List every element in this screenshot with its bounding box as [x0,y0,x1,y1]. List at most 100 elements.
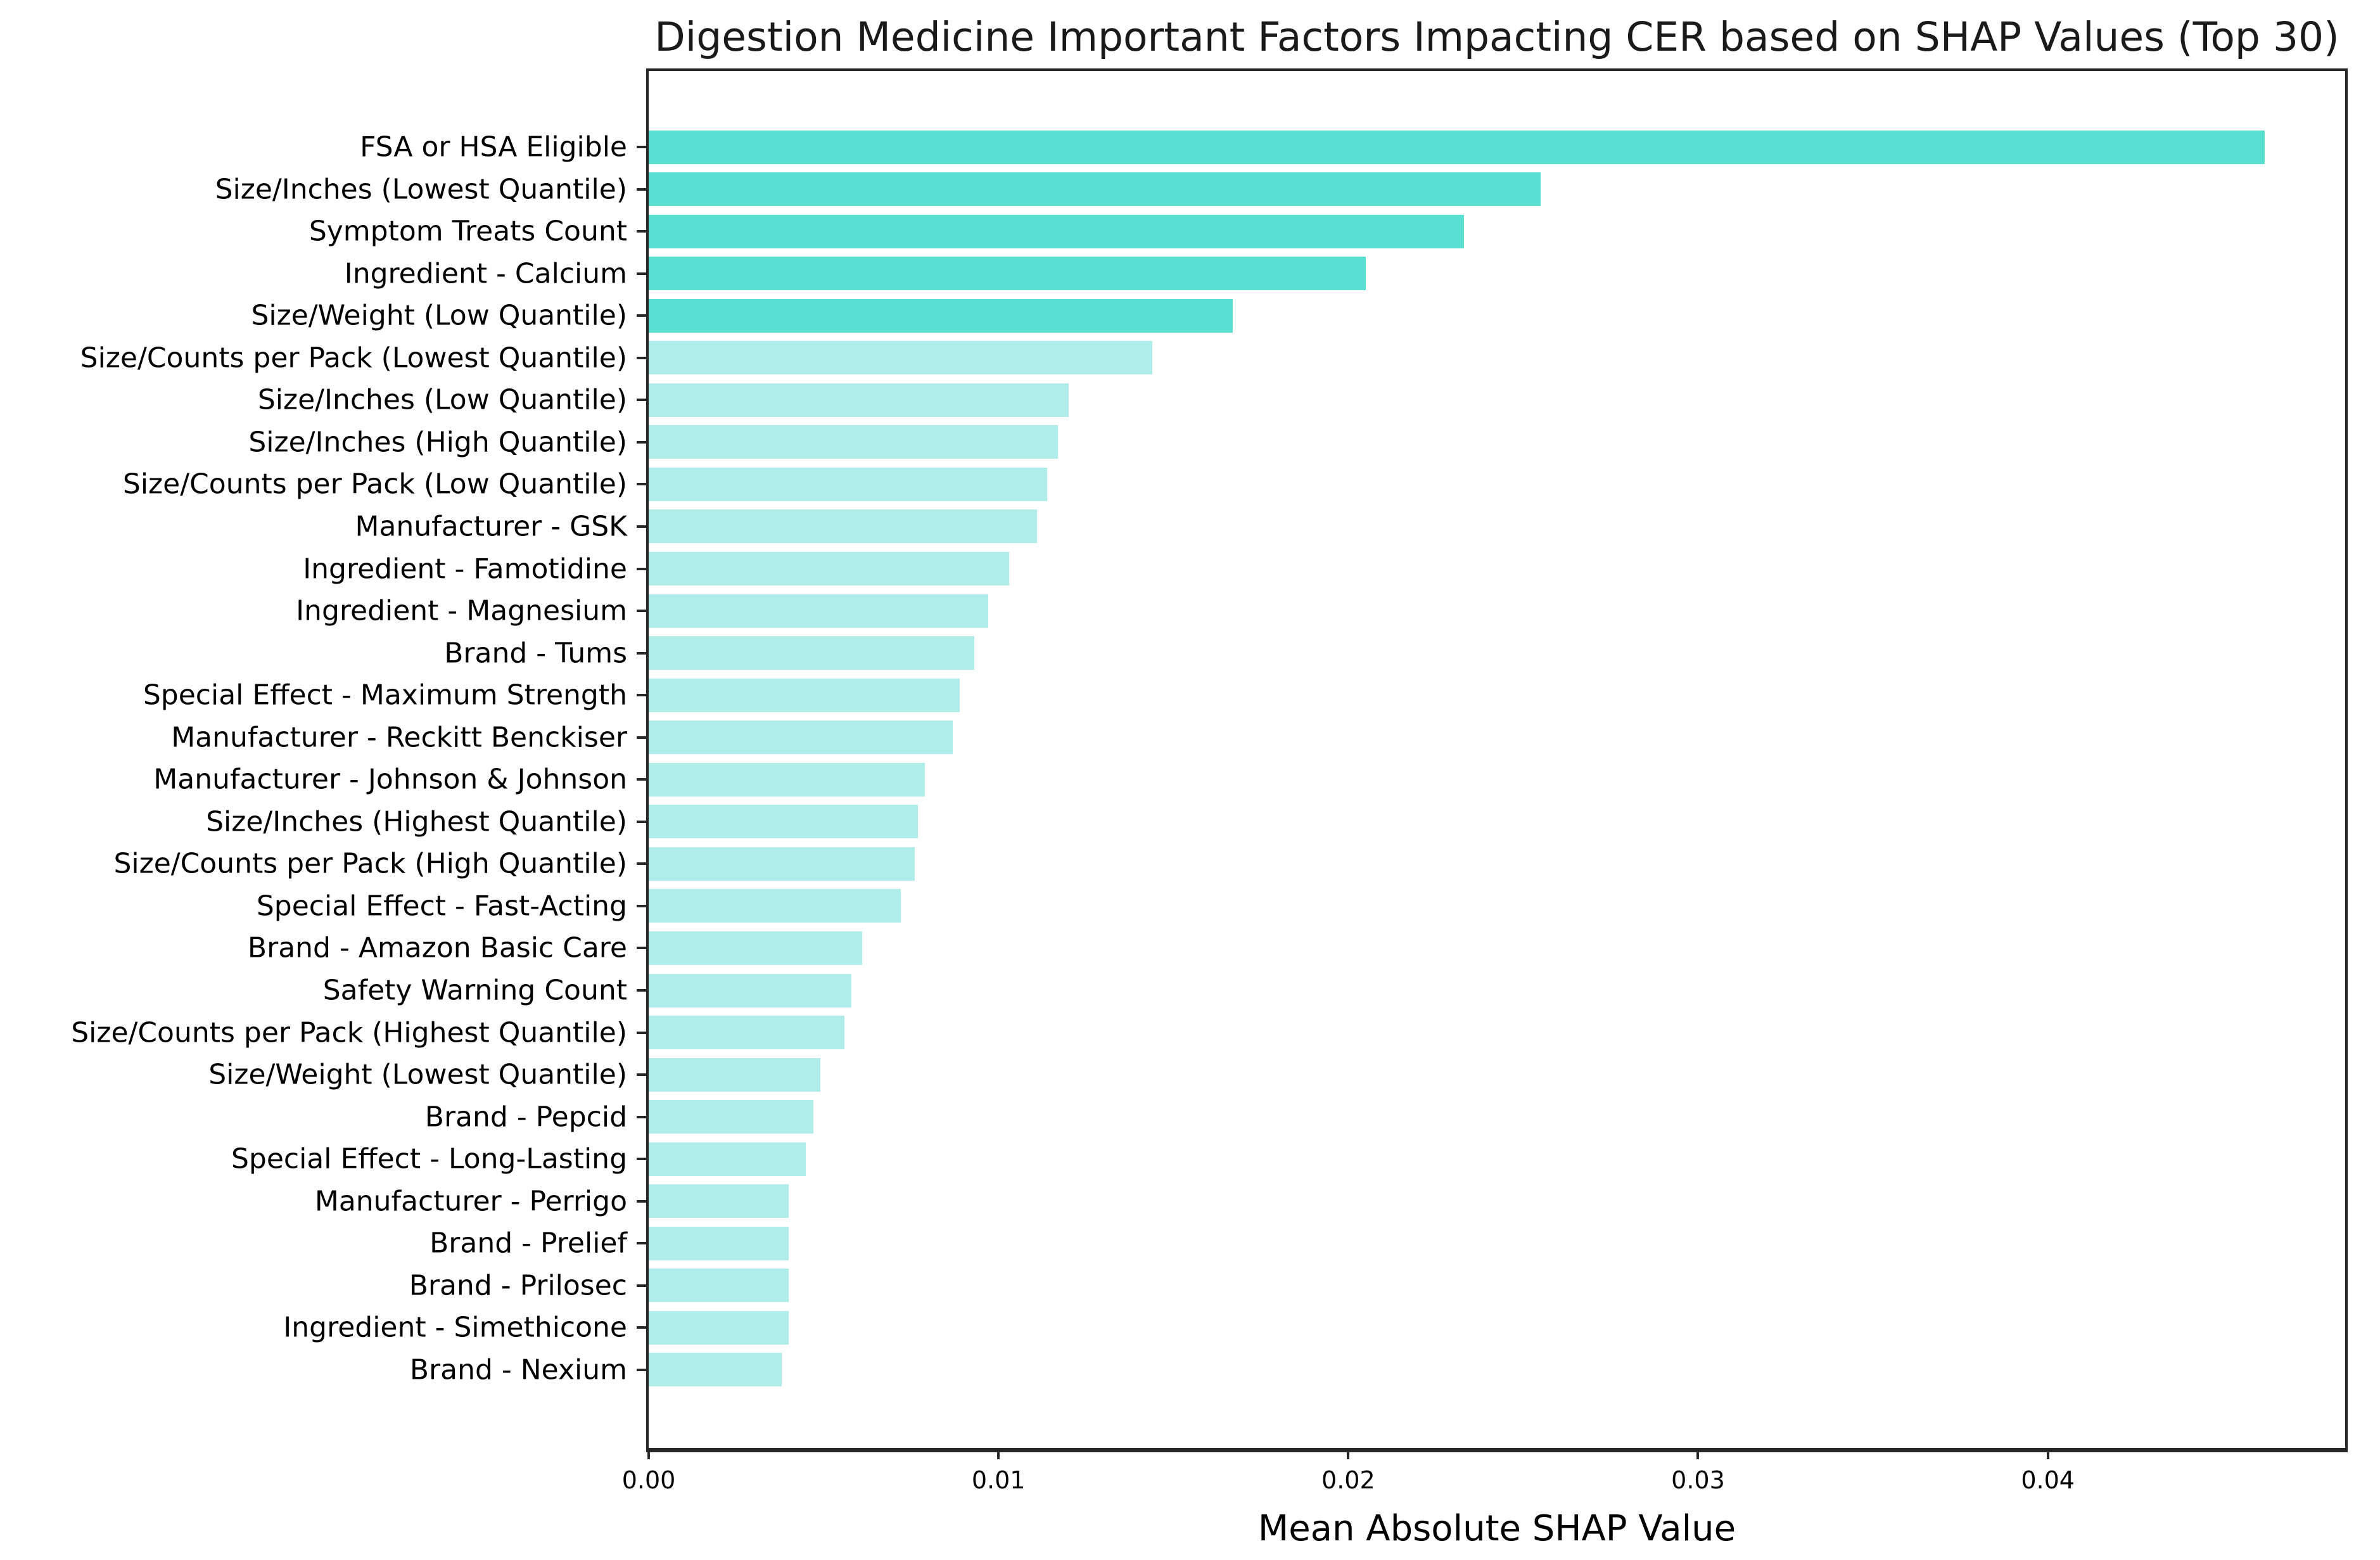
y-tick-label: Brand - Prelief [430,1227,627,1260]
bar [649,1142,806,1176]
bar [649,889,901,923]
y-tick-mark [637,610,646,613]
y-tick-label: Manufacturer - GSK [355,510,628,543]
bar [649,425,1058,459]
chart-title: Digestion Medicine Important Factors Imp… [654,14,2339,60]
y-tick-label: Brand - Pepcid [424,1101,627,1134]
y-tick-mark [637,146,646,148]
bar [649,594,988,628]
bar [649,214,1464,248]
bar [649,130,2265,164]
y-tick-mark [637,483,646,486]
bar [649,1269,789,1303]
x-tick-label: 0.02 [1321,1466,1375,1494]
y-tick-mark [637,1199,646,1203]
y-tick-label: Ingredient - Magnesium [296,594,627,627]
y-tick-mark [637,1031,646,1034]
bar [649,1058,820,1092]
y-tick-mark [637,230,646,233]
bar [649,1184,789,1218]
bar [649,762,925,796]
y-tick-label: Ingredient - Calcium [344,257,627,290]
y-tick-label: Size/Counts per Pack (Lowest Quantile) [80,342,627,374]
x-axis-label: Mean Absolute SHAP Value [1257,1508,1736,1549]
y-tick-mark [637,862,646,866]
bar [649,1353,782,1387]
x-tick-mark [1347,1450,1350,1459]
y-tick-mark [637,651,646,655]
y-tick-mark [637,399,646,402]
bar [649,678,960,712]
x-tick-mark [1696,1450,1700,1459]
y-tick-mark [637,947,646,950]
bar [649,1226,789,1260]
y-tick-mark [637,567,646,570]
y-tick-mark [637,356,646,359]
y-tick-label: Size/Weight (Low Quantile) [251,299,627,332]
y-tick-label: Special Effect - Maximum Strength [143,679,627,712]
x-tick-mark [2046,1450,2049,1459]
y-tick-label: Size/Inches (Low Quantile) [257,383,627,416]
bar [649,172,1541,207]
bar [649,257,1366,291]
y-tick-label: Manufacturer - Johnson & Johnson [153,763,627,796]
bar [649,552,1009,585]
y-tick-mark [637,1115,646,1118]
x-tick-label: 0.00 [621,1466,676,1494]
plot-area [646,68,2348,1452]
y-tick-label: Manufacturer - Perrigo [314,1185,627,1218]
y-tick-label: Special Effect - Fast-Acting [256,890,627,923]
y-tick-label: Brand - Tums [444,637,627,670]
y-tick-mark [637,525,646,528]
y-tick-mark [637,272,646,275]
x-tick-mark [647,1450,650,1459]
bar [649,931,862,965]
bar [649,341,1152,375]
bar [649,805,918,839]
bar [649,847,915,881]
bar [649,1100,813,1134]
bar [649,383,1069,417]
y-tick-mark [637,1073,646,1077]
y-tick-mark [637,1158,646,1161]
bar [649,467,1047,501]
y-tick-mark [637,904,646,907]
bar [649,973,851,1007]
y-tick-mark [637,314,646,317]
y-tick-label: Ingredient - Famotidine [303,553,627,585]
bar [649,1016,844,1050]
y-tick-mark [637,1242,646,1245]
bar [649,1310,789,1345]
y-tick-mark [637,440,646,444]
x-tick-label: 0.03 [1671,1466,1725,1494]
y-tick-label: Size/Counts per Pack (High Quantile) [113,847,627,880]
y-tick-mark [637,1368,646,1371]
y-tick-label: Safety Warning Count [322,974,627,1007]
y-tick-label: Ingredient - Simethicone [283,1311,627,1344]
x-tick-label: 0.01 [971,1466,1026,1494]
y-tick-label: Special Effect - Long-Lasting [231,1142,627,1175]
y-tick-mark [637,736,646,739]
y-tick-mark [637,778,646,781]
y-tick-label: FSA or HSA Eligible [360,131,627,163]
y-tick-mark [637,188,646,191]
y-tick-label: Size/Inches (Lowest Quantile) [215,173,627,206]
bar [649,720,953,755]
y-tick-label: Size/Inches (High Quantile) [248,426,627,459]
bar [649,509,1037,544]
y-tick-label: Symptom Treats Count [309,215,627,248]
y-tick-mark [637,694,646,697]
y-tick-label: Size/Counts per Pack (Highest Quantile) [71,1016,627,1049]
y-tick-label: Brand - Amazon Basic Care [247,931,627,964]
y-tick-label: Size/Counts per Pack (Low Quantile) [122,468,627,501]
y-tick-label: Manufacturer - Reckitt Benckiser [171,721,627,754]
y-tick-mark [637,989,646,992]
bar [649,298,1233,333]
y-tick-label: Brand - Nexium [409,1353,627,1386]
y-tick-label: Brand - Prilosec [409,1269,627,1302]
bar [649,636,974,670]
y-tick-label: Size/Inches (Highest Quantile) [206,805,627,838]
y-tick-mark [637,1284,646,1287]
y-tick-mark [637,1326,646,1329]
